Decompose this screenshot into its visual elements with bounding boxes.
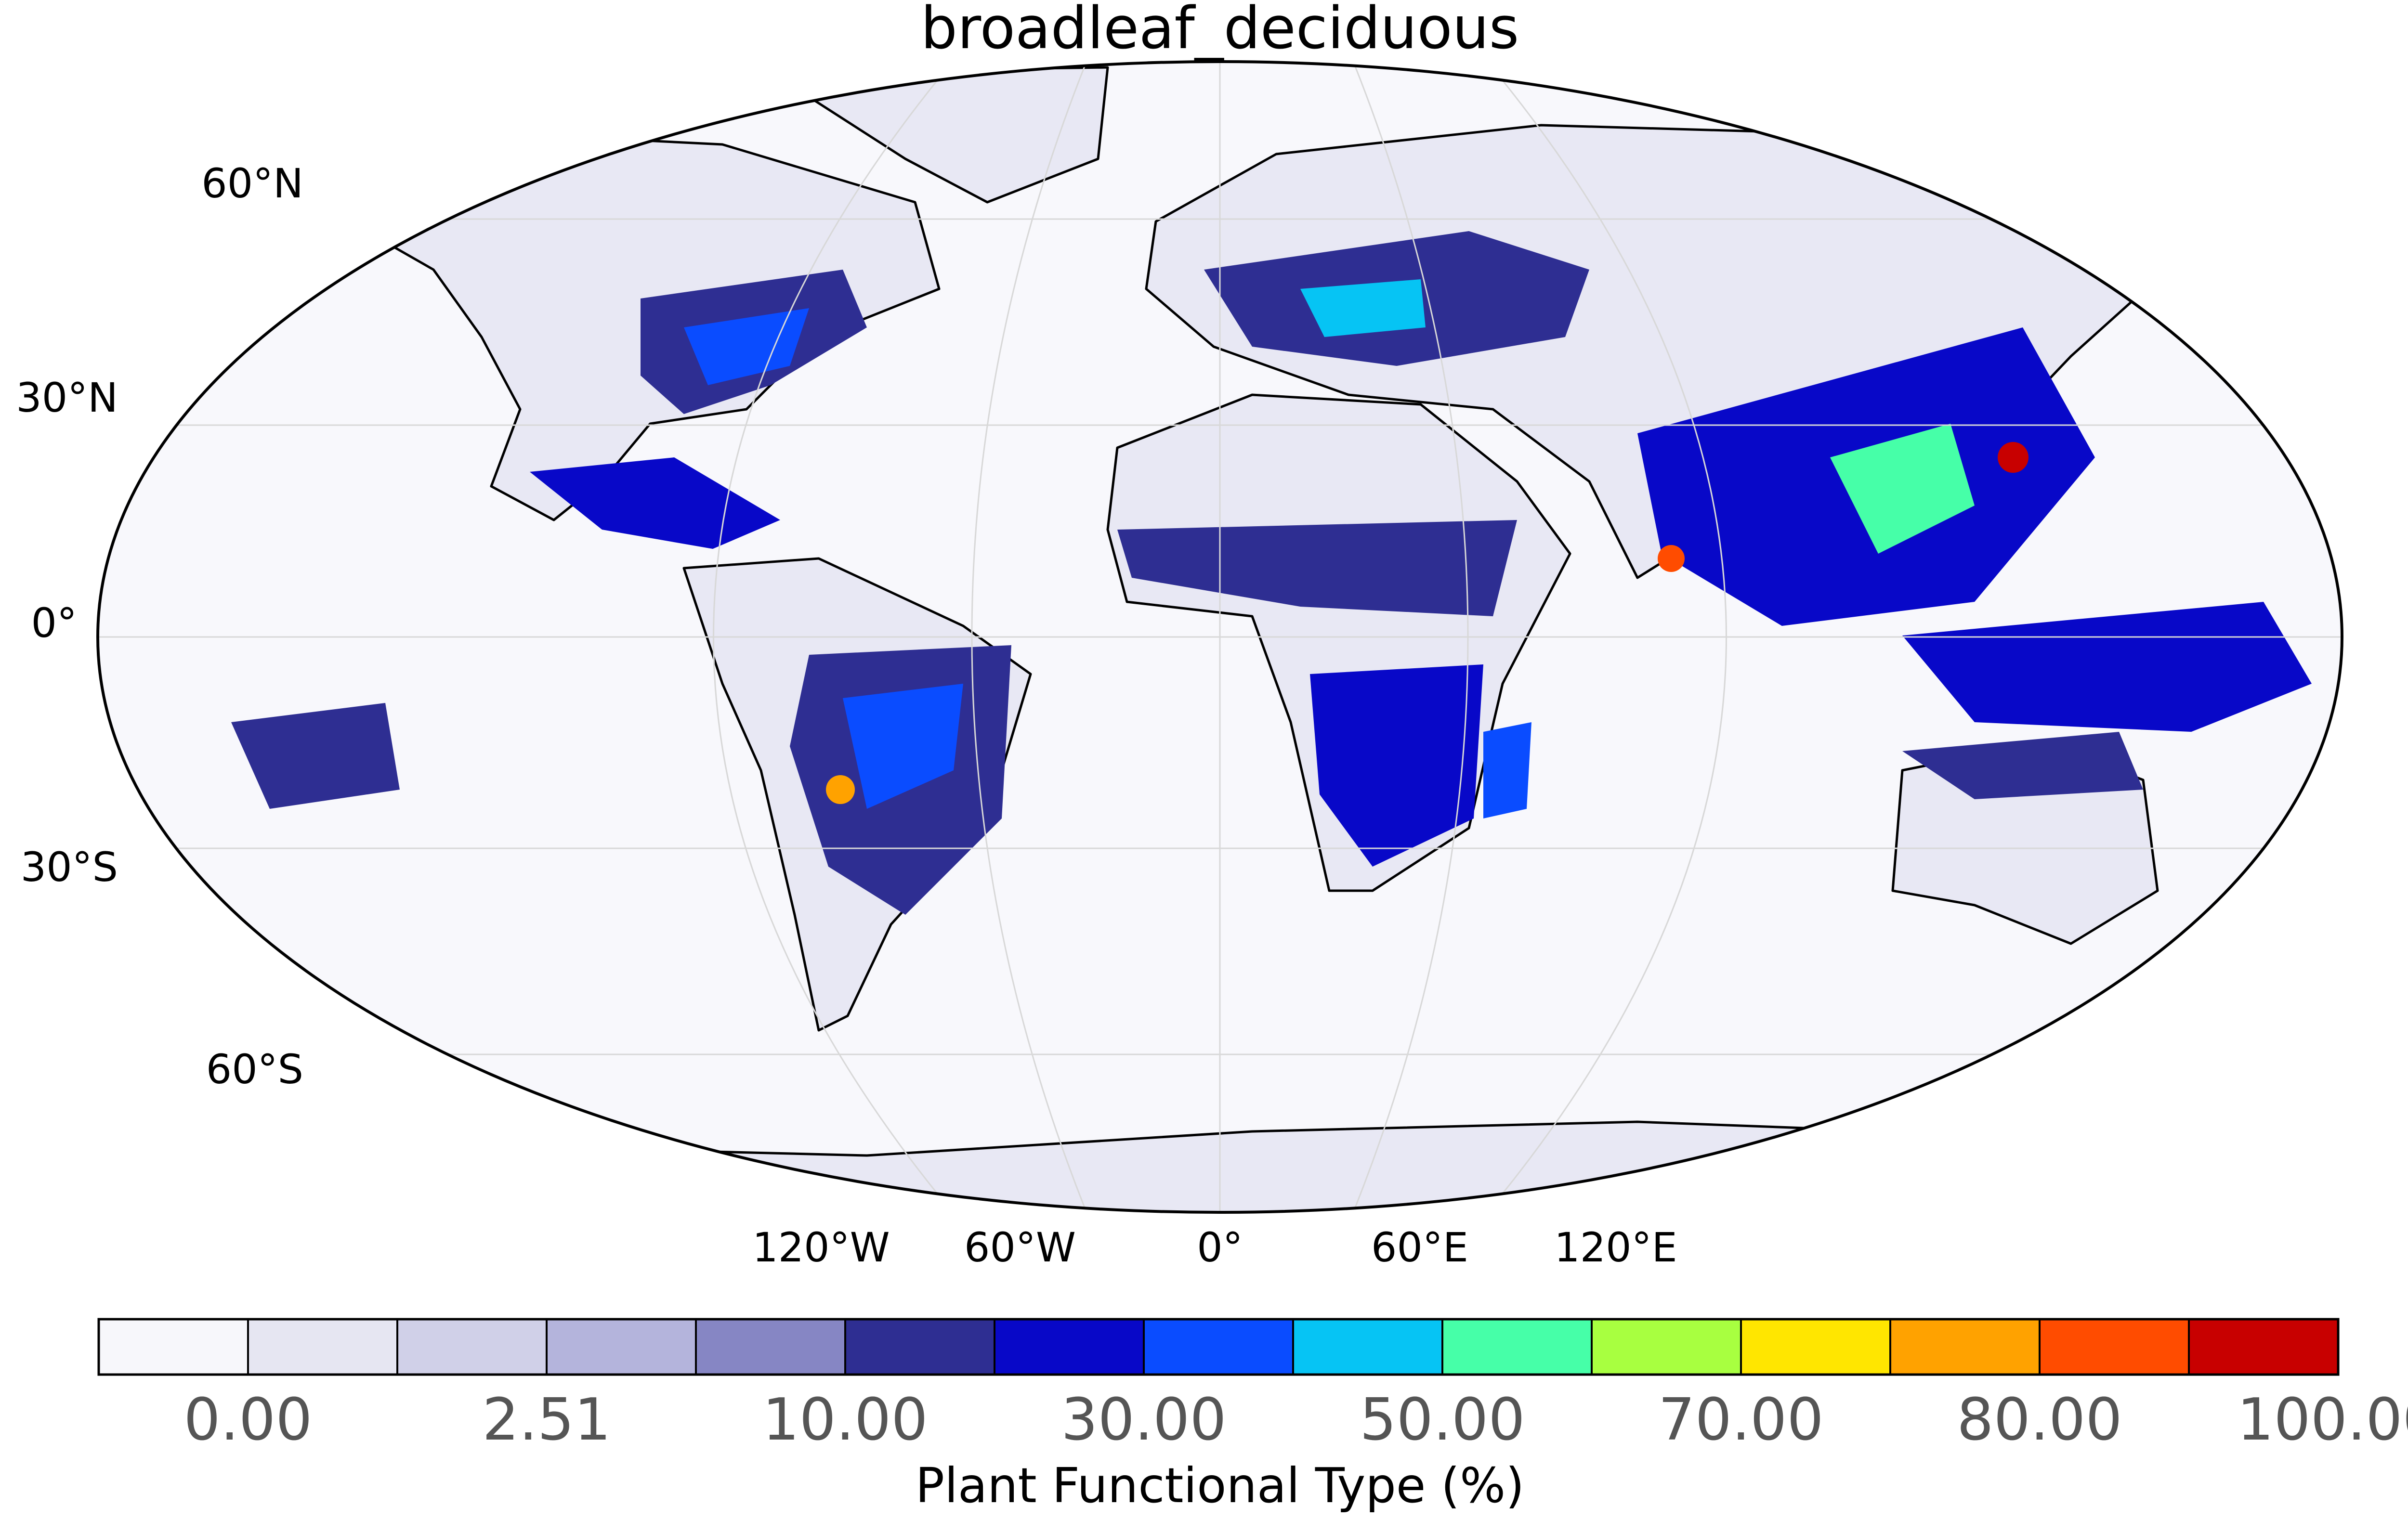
pft-patch-indonesia bbox=[1902, 602, 2312, 732]
map-title: broadleaf_deciduous bbox=[921, 0, 1519, 62]
north-america bbox=[336, 133, 941, 521]
colorbar-swatch bbox=[396, 1318, 548, 1376]
colorbar-swatch bbox=[2188, 1318, 2339, 1376]
colorbar-swatch bbox=[2039, 1318, 2190, 1376]
pft-patch-eastern-us-core bbox=[684, 308, 809, 385]
colorbar-tick-label: 30.00 bbox=[1061, 1387, 1227, 1454]
colorbar-swatch bbox=[844, 1318, 995, 1376]
globe-outline bbox=[96, 60, 2343, 1214]
pft-patch-amazon-core bbox=[843, 684, 963, 809]
graticule-lon-120e bbox=[1486, 62, 1727, 1212]
pft-patch-north-australia bbox=[1902, 732, 2143, 799]
colorbar-tick-label: 100.00 bbox=[2237, 1387, 2408, 1454]
lon-label-120e: 120°E bbox=[1554, 1224, 1677, 1271]
lat-label-0: 0° bbox=[31, 599, 77, 647]
colorbar: 0.002.5110.0030.0050.0070.0080.00100.00 … bbox=[97, 1318, 2408, 1514]
colorbar-swatch bbox=[994, 1318, 1145, 1376]
colorbar-swatch bbox=[546, 1318, 697, 1376]
colorbar-tick-labels: 0.00 2.51 10.00 30.00 50.00 70.00 80.00 100.00 bbox=[183, 1387, 2408, 1454]
graticule-lon-120w bbox=[713, 62, 954, 1212]
colorbar-swatches bbox=[98, 1318, 2339, 1376]
colorbar-tick-label: 10.00 bbox=[762, 1387, 928, 1454]
lat-label-60s: 60°S bbox=[206, 1046, 303, 1093]
pft-patch-pacific bbox=[231, 703, 400, 809]
graticule-lon-60w bbox=[971, 62, 1087, 1212]
lat-label-30n: 30°N bbox=[16, 374, 118, 421]
lat-label-30s: 30°S bbox=[21, 844, 118, 891]
colorbar-tick-label: 0.00 bbox=[183, 1387, 312, 1454]
pft-hotspot-india bbox=[1658, 545, 1685, 572]
colorbar-swatch bbox=[695, 1318, 846, 1376]
pft-patch-central-africa bbox=[1310, 664, 1483, 867]
colorbar-tick-label: 50.00 bbox=[1360, 1387, 1525, 1454]
pft-patch-europe-core bbox=[1300, 279, 1426, 337]
colorbar-swatch bbox=[1292, 1318, 1443, 1376]
colorbar-swatch bbox=[1889, 1318, 2041, 1376]
pft-contours bbox=[231, 231, 2312, 915]
longitude-labels: 120°W 60°W 0° 60°E 120°E bbox=[752, 1224, 1677, 1271]
colorbar-tick-label: 80.00 bbox=[1957, 1387, 2122, 1454]
lon-label-0: 0° bbox=[1197, 1224, 1243, 1271]
colorbar-tick-label: 2.51 bbox=[482, 1387, 611, 1454]
lon-label-60w: 60°W bbox=[964, 1224, 1076, 1271]
globe bbox=[98, 62, 2342, 1212]
colorbar-swatch bbox=[1441, 1318, 1593, 1376]
lon-label-120w: 120°W bbox=[752, 1224, 890, 1271]
colorbar-tick-label: 70.00 bbox=[1658, 1387, 1824, 1454]
colorbar-swatch bbox=[1740, 1318, 1891, 1376]
lon-label-60e: 60°E bbox=[1371, 1224, 1468, 1271]
colorbar-title: Plant Functional Type (%) bbox=[916, 1457, 1524, 1514]
colorbar-swatch bbox=[1591, 1318, 1742, 1376]
colorbar-swatch bbox=[1143, 1318, 1294, 1376]
colorbar-swatch bbox=[98, 1318, 249, 1376]
pft-patch-madagascar bbox=[1483, 722, 1531, 818]
colorbar-swatch bbox=[247, 1318, 398, 1376]
latitude-labels: 60°N 30°N 0° 30°S 60°S bbox=[16, 160, 303, 1093]
colorbar-frame bbox=[97, 1318, 2340, 1376]
pft-patch-central-america bbox=[530, 457, 780, 549]
pft-patch-sahel bbox=[1117, 520, 1517, 616]
pft-hotspot-japan-sea bbox=[1998, 442, 2028, 473]
lat-label-60n: 60°N bbox=[201, 160, 303, 207]
pft-patch-asia-core bbox=[1830, 424, 1975, 554]
pft-hotspot-south-america bbox=[826, 775, 855, 804]
graticule-lon-60e bbox=[1352, 62, 1469, 1212]
